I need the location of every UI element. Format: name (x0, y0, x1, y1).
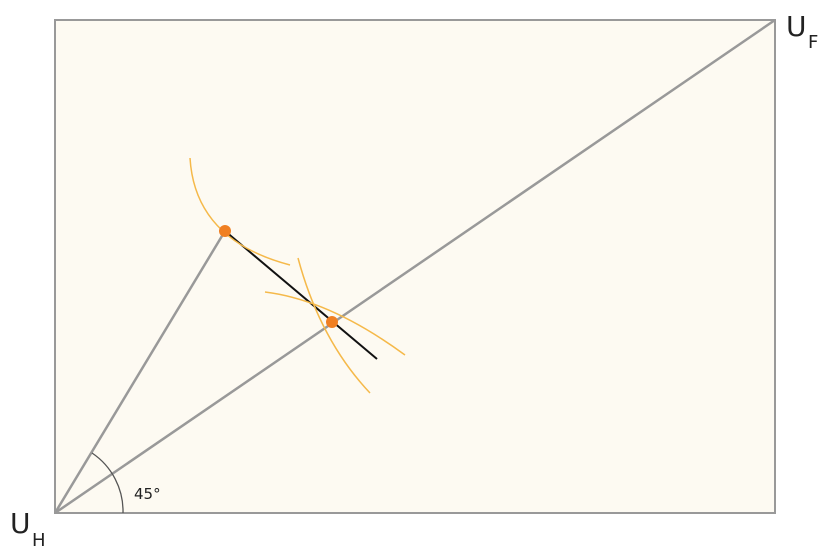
arc (297, 257, 371, 394)
angle-arc (91, 452, 124, 514)
point (326, 316, 338, 328)
corner-subscript: F (808, 32, 818, 53)
origin-symbol: U (10, 507, 31, 540)
ray (53, 230, 227, 514)
arc (189, 157, 291, 266)
arc (264, 291, 406, 356)
point (219, 225, 231, 237)
connector (224, 230, 378, 360)
origin-subscript: H (32, 530, 46, 550)
corner-symbol: U (786, 10, 807, 43)
angle-label: 45° (134, 485, 161, 503)
diagonal (54, 18, 776, 515)
